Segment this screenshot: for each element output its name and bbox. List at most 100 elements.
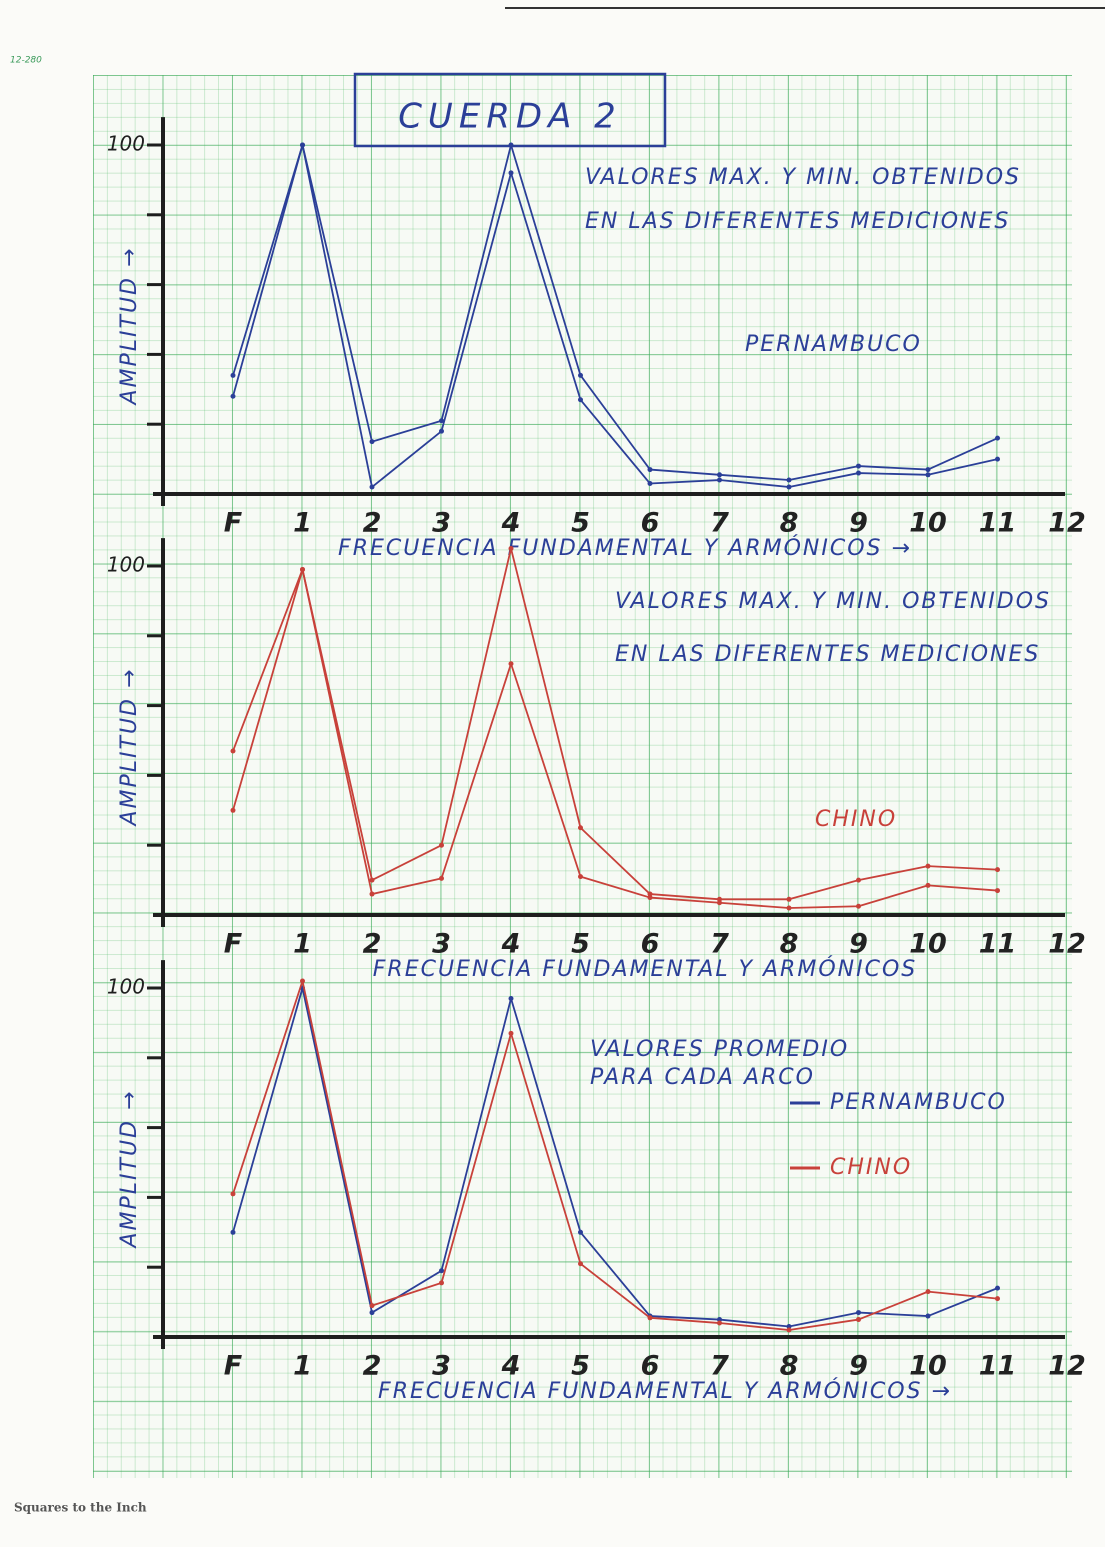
x-tick-label: 6 — [641, 1351, 660, 1382]
data-point — [856, 903, 861, 909]
y-axis-label: AMPLITUD → — [117, 668, 142, 828]
data-point — [786, 905, 792, 911]
data-point — [369, 1310, 375, 1316]
data-point — [995, 1296, 1000, 1302]
annotation: VALORES MAX. Y MIN. OBTENIDOS — [615, 589, 1051, 614]
x-tick-label: 10 — [909, 929, 947, 960]
y-tick-label: 100 — [107, 553, 145, 577]
data-point — [439, 428, 444, 434]
x-tick-label: 4 — [501, 508, 521, 539]
data-point — [925, 863, 931, 869]
x-tick-label: 6 — [641, 508, 660, 539]
data-point — [578, 1261, 583, 1267]
y-axis-label: AMPLITUD → — [117, 247, 142, 407]
data-point — [647, 481, 653, 487]
data-point — [995, 456, 1000, 462]
data-line — [232, 144, 998, 481]
x-tick-label: 5 — [571, 508, 590, 539]
data-point — [925, 1313, 931, 1319]
data-line — [232, 980, 998, 1331]
y-axis-label: AMPLITUD → — [117, 1090, 142, 1250]
x-tick-label: 3 — [432, 929, 451, 960]
data-point — [925, 472, 931, 478]
data-point — [995, 867, 1000, 873]
y-tick-label: 100 — [107, 132, 145, 156]
data-point — [856, 463, 861, 469]
data-point — [369, 877, 375, 883]
data-point — [647, 1315, 653, 1321]
x-tick-label: 2 — [363, 508, 382, 539]
data-point — [717, 900, 722, 906]
data-point — [369, 439, 375, 445]
data-point — [300, 142, 305, 148]
x-tick-label: 2 — [363, 929, 382, 960]
data-point — [578, 1229, 583, 1235]
annotation: EN LAS DIFERENTES MEDICIONES — [585, 209, 1010, 234]
x-tick-label: 1 — [293, 929, 312, 960]
x-tick-label: 12 — [1048, 1351, 1086, 1382]
x-tick-label: 10 — [909, 508, 947, 539]
data-point — [995, 1285, 1000, 1291]
data-point — [717, 896, 722, 902]
data-point — [995, 435, 1000, 441]
x-axis-label: FRECUENCIA FUNDAMENTAL Y ARMÓNICOS → — [378, 1378, 952, 1404]
x-tick-label: 7 — [710, 929, 729, 960]
data-point — [439, 1268, 444, 1274]
x-tick-label: 5 — [571, 1351, 590, 1382]
graph-paper — [93, 75, 1072, 1478]
data-point — [230, 372, 236, 378]
x-tick-label: F — [224, 1351, 243, 1382]
data-point — [230, 1229, 236, 1235]
data-point — [647, 467, 653, 473]
footer: Squares to the Inch — [14, 1501, 147, 1515]
data-point — [786, 1324, 792, 1330]
x-tick-label: F — [224, 508, 243, 539]
data-point — [369, 1303, 375, 1309]
x-tick-label: 12 — [1048, 508, 1086, 539]
x-tick-label: 1 — [293, 1351, 312, 1382]
data-point — [856, 1310, 861, 1316]
annotation: PARA CADA ARCO — [590, 1065, 815, 1090]
x-tick-label: 9 — [849, 508, 868, 539]
x-tick-label: 5 — [571, 929, 590, 960]
annotation: EN LAS DIFERENTES MEDICIONES — [615, 642, 1040, 667]
data-point — [925, 467, 931, 473]
data-point — [717, 472, 722, 478]
x-tick-label: 7 — [710, 1351, 729, 1382]
x-tick-label: 4 — [501, 929, 521, 960]
x-axis-label: FRECUENCIA FUNDAMENTAL Y ARMÓNICOS — [373, 956, 917, 982]
series-label: PERNAMBUCO — [745, 332, 922, 357]
data-point — [578, 372, 583, 378]
data-point — [369, 484, 375, 490]
data-line — [232, 144, 998, 488]
x-tick-label: 10 — [909, 1351, 947, 1382]
data-point — [439, 875, 444, 881]
x-tick-label: 3 — [432, 508, 451, 539]
x-axis-label: FRECUENCIA FUNDAMENTAL Y ARMÓNICOS → — [338, 535, 912, 561]
data-point — [925, 1289, 931, 1295]
data-point — [578, 874, 583, 880]
data-point — [300, 566, 305, 572]
x-tick-label: 1 — [293, 508, 312, 539]
data-line — [232, 568, 998, 909]
data-point — [717, 1320, 722, 1326]
data-point — [925, 882, 931, 888]
data-point — [578, 825, 583, 831]
data-point — [508, 142, 514, 148]
data-line — [232, 547, 998, 901]
data-point — [439, 1280, 444, 1286]
x-tick-label: 11 — [979, 929, 1017, 960]
data-point — [717, 477, 722, 483]
x-tick-label: 6 — [641, 929, 660, 960]
data-point — [647, 891, 653, 897]
x-tick-label: 9 — [849, 929, 868, 960]
logo-code: 12-280 — [10, 56, 42, 66]
chart-title: CUERDA 2 — [398, 97, 622, 137]
data-point — [717, 1317, 722, 1323]
legend-label: CHINO — [830, 1155, 912, 1180]
x-tick-label: 2 — [363, 1351, 382, 1382]
series-label: CHINO — [815, 807, 897, 832]
annotation: VALORES MAX. Y MIN. OBTENIDOS — [585, 165, 1021, 190]
data-point — [786, 477, 792, 483]
